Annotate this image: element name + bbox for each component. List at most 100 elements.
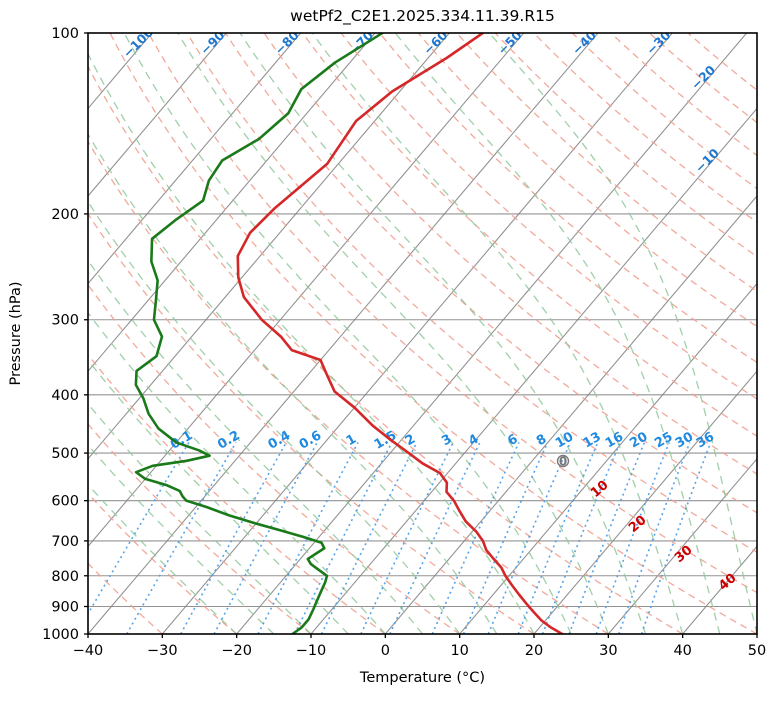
dry-adiabat-line <box>186 33 757 554</box>
isotherm-label: −10 <box>692 145 723 176</box>
y-tick-label: 500 <box>51 446 79 462</box>
moist-adiabat-line <box>88 402 312 634</box>
moist-adiabat-line <box>88 483 238 634</box>
chart-title: wetPf2_C2E1.2025.334.11.39.R15 <box>290 7 555 26</box>
x-tick-label: 40 <box>673 643 691 659</box>
dry-adiabat-label: 20 <box>626 513 650 536</box>
x-tick-label: 10 <box>450 643 468 659</box>
mixing-ratio-label: 0.4 <box>266 428 293 453</box>
dry-adiabat-line <box>494 33 757 258</box>
isotherm-label: −30 <box>643 27 674 58</box>
isotherm-label: −40 <box>569 27 600 58</box>
mixing-ratio-label: 16 <box>603 429 626 451</box>
moist-adiabat-line <box>488 33 757 634</box>
y-tick-label: 200 <box>51 207 79 223</box>
dry-adiabat-line <box>533 33 757 224</box>
dry-adiabat-line <box>456 33 757 293</box>
isotherm-line <box>459 282 757 634</box>
mixing-ratio-line <box>293 442 393 634</box>
mixing-ratio-line <box>320 442 418 634</box>
zero-marker-label: 0 <box>559 455 567 469</box>
moist-adiabat-line <box>88 52 535 634</box>
isotherm-line <box>533 370 757 634</box>
y-tick-label: 300 <box>51 313 79 329</box>
mixing-ratio-line <box>517 442 599 634</box>
mixing-ratio-label: 13 <box>581 429 604 451</box>
moist-adiabat-line <box>394 33 721 634</box>
mixing-ratio-line <box>213 442 318 634</box>
dewpoint-profile-line <box>134 33 384 634</box>
moist-adiabat-line <box>88 132 498 634</box>
temperature-profile-line <box>236 33 564 634</box>
mixing-ratio-line <box>487 442 572 634</box>
x-tick-label: −40 <box>73 643 104 659</box>
moist-adiabat-line <box>88 444 275 634</box>
isotherm-label: −50 <box>495 27 526 58</box>
isotherm-line <box>88 33 525 548</box>
moist-adiabat-line <box>88 311 386 634</box>
y-tick-label: 900 <box>51 599 79 615</box>
y-tick-label: 700 <box>51 534 79 550</box>
isotherm-label: −20 <box>688 62 719 93</box>
mixing-ratio-line <box>595 442 670 634</box>
x-tick-label: 20 <box>525 643 543 659</box>
dry-adiabat-line <box>88 140 609 634</box>
isotherm-label: −100 <box>120 24 157 61</box>
moist-adiabat-line <box>88 359 349 634</box>
y-tick-label: 400 <box>51 388 79 404</box>
mixing-ratio-line <box>257 442 359 634</box>
mixing-ratio-label: 0.2 <box>215 428 242 453</box>
isotherm-line <box>88 33 599 634</box>
moist-adiabat-line <box>123 33 572 634</box>
zero-marker-icon <box>556 454 570 468</box>
x-tick-label: 50 <box>748 643 766 659</box>
dry-adiabat-line <box>88 65 684 634</box>
mixing-ratio-line <box>126 442 237 634</box>
x-tick-label: 0 <box>381 643 390 659</box>
mixing-ratio-line <box>568 442 646 634</box>
moist-adiabat-line <box>88 200 461 634</box>
y-tick-label: 600 <box>51 494 79 510</box>
y-tick-label: 1000 <box>42 627 79 643</box>
isotherm-line <box>310 107 757 634</box>
isotherm-line <box>236 33 748 634</box>
mixing-ratio-line <box>88 442 190 616</box>
isotherm-line <box>88 33 450 460</box>
moist-adiabat-line <box>88 259 424 634</box>
dry-adiabat-line <box>88 212 535 634</box>
mixing-ratio-label: 1 <box>344 432 359 450</box>
x-tick-label: −20 <box>221 643 252 659</box>
isotherm-line <box>88 33 302 285</box>
isotherm-line <box>607 457 757 634</box>
dry-adiabat-line <box>379 33 757 364</box>
mixing-ratio-line <box>462 442 549 634</box>
mixing-ratio-line <box>541 442 621 634</box>
isotherm-line <box>88 33 376 373</box>
x-tick-label: −30 <box>147 643 178 659</box>
dry-adiabat-line <box>88 353 386 634</box>
mixing-ratio-line <box>618 442 691 634</box>
dry-adiabat-line <box>687 33 757 91</box>
dry-adiabat-line <box>88 423 312 634</box>
mixing-ratio-line <box>179 442 287 634</box>
dry-adiabat-line <box>340 33 757 400</box>
isotherm-label: −80 <box>272 27 303 58</box>
dry-adiabat-line <box>648 33 757 124</box>
dry-adiabat-line <box>225 33 757 514</box>
mixing-ratio-label: 4 <box>466 432 481 450</box>
y-tick-label: 100 <box>51 26 79 42</box>
x-tick-label: −10 <box>296 643 327 659</box>
x-axis-label: Temperature (°C) <box>359 670 485 686</box>
dry-adiabat-label: 10 <box>588 478 612 501</box>
isotherm-line <box>0 33 3 634</box>
background-grid <box>0 33 757 634</box>
dry-adiabat-line <box>109 33 757 634</box>
plot-frame <box>87 32 758 635</box>
profile-series <box>134 33 564 634</box>
isotherm-line <box>88 33 227 197</box>
mixing-ratio-label: 6 <box>505 432 520 450</box>
dry-adiabat-line <box>147 33 757 594</box>
moist-adiabat-line <box>311 33 684 634</box>
